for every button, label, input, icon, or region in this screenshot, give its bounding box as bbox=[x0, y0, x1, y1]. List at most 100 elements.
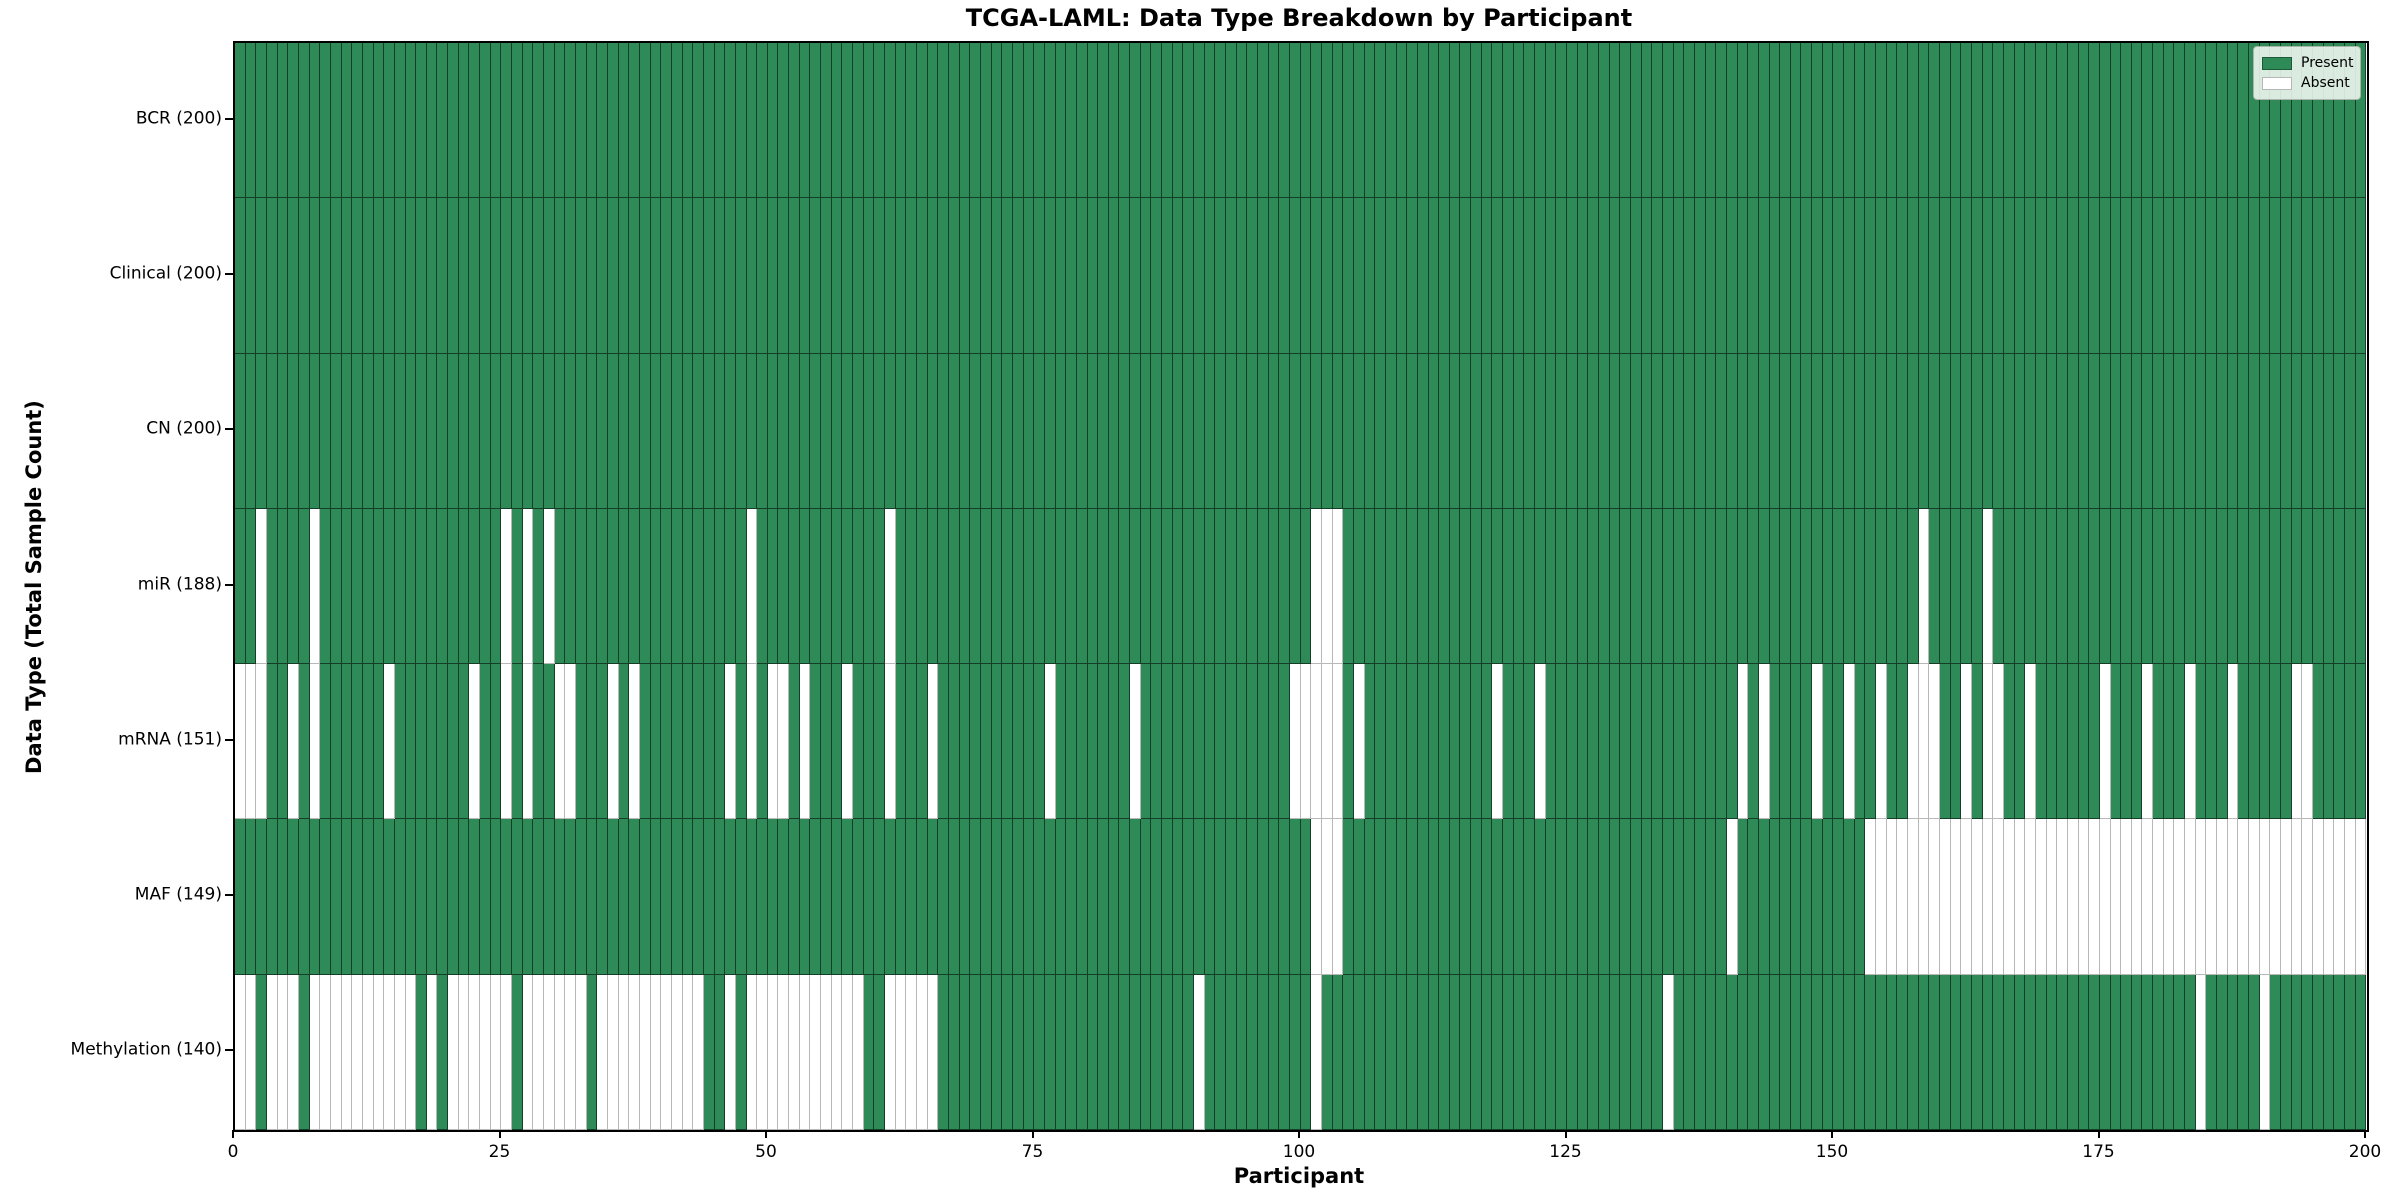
heatmap-cell bbox=[1535, 664, 1546, 820]
heatmap-cell bbox=[2334, 974, 2345, 1130]
heatmap-cell bbox=[2067, 974, 2079, 1130]
heatmap-cell bbox=[1194, 819, 1205, 975]
heatmap-cell bbox=[1652, 353, 1663, 509]
heatmap-cell bbox=[2195, 819, 2207, 975]
heatmap-cell bbox=[1929, 819, 1940, 975]
heatmap-cell bbox=[266, 819, 278, 975]
heatmap-cell bbox=[2259, 664, 2271, 820]
heatmap-cell bbox=[1343, 508, 1354, 665]
heatmap-cell bbox=[2334, 664, 2345, 820]
heatmap-cell bbox=[842, 198, 854, 354]
heatmap-cell bbox=[2035, 353, 2047, 509]
heatmap-cell bbox=[2270, 353, 2281, 509]
heatmap-cell bbox=[1673, 819, 1685, 975]
heatmap-cell bbox=[1012, 43, 1024, 199]
heatmap-cell bbox=[362, 43, 374, 199]
heatmap-cell bbox=[725, 974, 736, 1130]
heatmap-cell bbox=[1439, 664, 1450, 820]
heatmap-cell bbox=[1140, 819, 1152, 975]
heatmap-cell bbox=[1726, 508, 1738, 665]
heatmap-cell bbox=[1471, 43, 1482, 199]
heatmap-cell bbox=[1748, 664, 1759, 820]
heatmap-cell bbox=[448, 664, 459, 820]
heatmap-cell bbox=[384, 43, 395, 199]
heatmap-cell bbox=[735, 43, 747, 199]
heatmap-cell bbox=[1215, 974, 1227, 1130]
heatmap-cell bbox=[1971, 664, 1983, 820]
heatmap-cell bbox=[618, 819, 630, 975]
heatmap-cell bbox=[703, 198, 715, 354]
heatmap-cell bbox=[544, 198, 555, 354]
heatmap-cell bbox=[1684, 43, 1695, 199]
heatmap-cell bbox=[1300, 664, 1312, 820]
heatmap-cell bbox=[1545, 819, 1557, 975]
heatmap-cell bbox=[277, 198, 289, 354]
y-tick-label-Methylation: Methylation (140) bbox=[70, 1039, 222, 1060]
heatmap-cell bbox=[565, 353, 576, 509]
heatmap-cell bbox=[970, 43, 981, 199]
heatmap-cell bbox=[895, 353, 907, 509]
heatmap-cell bbox=[2302, 353, 2313, 509]
heatmap-cell bbox=[2057, 508, 2068, 665]
heatmap-cell bbox=[1673, 353, 1685, 509]
heatmap-row-CN bbox=[235, 353, 2367, 509]
heatmap-cell bbox=[1897, 974, 1909, 1130]
heatmap-cell bbox=[1790, 819, 1802, 975]
heatmap-cell bbox=[639, 508, 651, 665]
heatmap-cell bbox=[1865, 198, 1877, 354]
heatmap-cell bbox=[1055, 198, 1067, 354]
heatmap-cell bbox=[980, 198, 992, 354]
heatmap-cell bbox=[885, 508, 896, 665]
heatmap-cell bbox=[1940, 43, 1951, 199]
heatmap-cell bbox=[2281, 508, 2292, 665]
heatmap-cell bbox=[320, 819, 331, 975]
heatmap-cell bbox=[309, 819, 321, 975]
heatmap-cell bbox=[1780, 43, 1791, 199]
heatmap-cell bbox=[2259, 508, 2271, 665]
heatmap-cell bbox=[1236, 43, 1248, 199]
heatmap-cell bbox=[661, 664, 672, 820]
heatmap-cell bbox=[1023, 974, 1035, 1130]
heatmap-cell bbox=[235, 508, 246, 665]
heatmap-cell bbox=[394, 198, 406, 354]
heatmap-cell bbox=[256, 819, 267, 975]
x-tick-label-175: 175 bbox=[2082, 1142, 2115, 1162]
heatmap-cell bbox=[2110, 819, 2122, 975]
heatmap-cell bbox=[746, 198, 758, 354]
heatmap-cell bbox=[1300, 43, 1312, 199]
heatmap-cell bbox=[789, 508, 800, 665]
heatmap-cell bbox=[2227, 43, 2239, 199]
heatmap-cell bbox=[746, 974, 758, 1130]
heatmap-cell bbox=[1076, 353, 1088, 509]
heatmap-cell bbox=[1417, 664, 1429, 820]
heatmap-cell bbox=[1609, 353, 1621, 509]
heatmap-cell bbox=[1353, 508, 1365, 665]
heatmap-cell bbox=[714, 198, 726, 354]
heatmap-cell bbox=[799, 353, 811, 509]
heatmap-cell bbox=[1012, 508, 1024, 665]
heatmap-cell bbox=[1854, 198, 1866, 354]
heatmap-cell bbox=[426, 974, 438, 1130]
heatmap-cell bbox=[1961, 43, 1972, 199]
heatmap-cell bbox=[1769, 43, 1781, 199]
heatmap-cell bbox=[618, 664, 630, 820]
heatmap-cell bbox=[906, 974, 917, 1130]
heatmap-cell bbox=[1119, 43, 1131, 199]
heatmap-cell bbox=[2238, 974, 2250, 1130]
heatmap-cell bbox=[1417, 198, 1429, 354]
heatmap-cell bbox=[1929, 353, 1940, 509]
heatmap-cell bbox=[874, 974, 886, 1130]
heatmap-cell bbox=[1140, 43, 1152, 199]
heatmap-cell bbox=[1471, 819, 1482, 975]
heatmap-cell bbox=[2067, 664, 2079, 820]
heatmap-cell bbox=[2014, 664, 2026, 820]
heatmap-cell bbox=[2057, 43, 2068, 199]
heatmap-cell bbox=[1982, 819, 1994, 975]
heatmap-cell bbox=[576, 43, 587, 199]
heatmap-cell bbox=[821, 353, 832, 509]
legend-item-present: Present bbox=[2262, 53, 2354, 73]
heatmap-cell bbox=[629, 819, 640, 975]
heatmap-cell bbox=[2174, 198, 2186, 354]
heatmap-cell bbox=[1353, 353, 1365, 509]
heatmap-cell bbox=[863, 43, 875, 199]
